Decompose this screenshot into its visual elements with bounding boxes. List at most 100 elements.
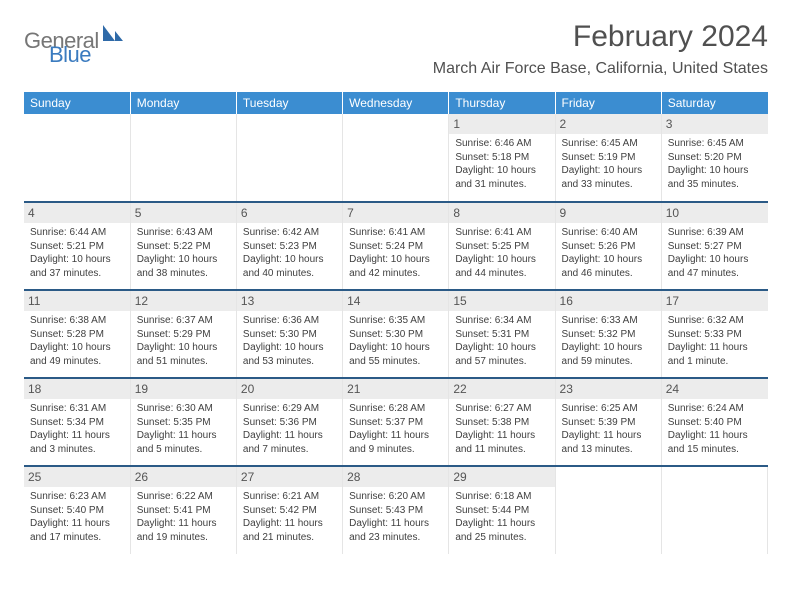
calendar-row: 18Sunrise: 6:31 AMSunset: 5:34 PMDayligh…	[24, 378, 768, 466]
day-number: 2	[556, 114, 661, 134]
daylight-text: Daylight: 11 hours and 23 minutes.	[349, 517, 442, 544]
weekday-header: Monday	[130, 92, 236, 114]
day-cell: 13Sunrise: 6:36 AMSunset: 5:30 PMDayligh…	[236, 290, 342, 378]
sunset-text: Sunset: 5:19 PM	[562, 151, 655, 165]
weekday-header: Saturday	[661, 92, 767, 114]
sunrise-text: Sunrise: 6:20 AM	[349, 490, 442, 504]
empty-day-cell	[130, 114, 236, 202]
daylight-text: Daylight: 10 hours and 55 minutes.	[349, 341, 442, 368]
empty-day-cell	[555, 466, 661, 554]
logo-sail-icon	[101, 23, 123, 50]
sunrise-text: Sunrise: 6:21 AM	[243, 490, 336, 504]
daylight-text: Daylight: 11 hours and 19 minutes.	[137, 517, 230, 544]
month-title: February 2024	[433, 20, 768, 54]
sunrise-text: Sunrise: 6:24 AM	[668, 402, 762, 416]
sunrise-text: Sunrise: 6:35 AM	[349, 314, 442, 328]
day-cell: 26Sunrise: 6:22 AMSunset: 5:41 PMDayligh…	[130, 466, 236, 554]
day-number: 9	[556, 203, 661, 223]
sunset-text: Sunset: 5:37 PM	[349, 416, 442, 430]
calendar-row: 4Sunrise: 6:44 AMSunset: 5:21 PMDaylight…	[24, 202, 768, 290]
empty-day-cell	[343, 114, 449, 202]
daylight-text: Daylight: 11 hours and 3 minutes.	[30, 429, 124, 456]
day-cell: 19Sunrise: 6:30 AMSunset: 5:35 PMDayligh…	[130, 378, 236, 466]
day-number: 7	[343, 203, 448, 223]
sunrise-text: Sunrise: 6:25 AM	[562, 402, 655, 416]
daylight-text: Daylight: 10 hours and 51 minutes.	[137, 341, 230, 368]
day-cell: 28 Sunrise: 6:20 AMSunset: 5:43 PMDayligh…	[343, 466, 449, 554]
sunset-text: Sunset: 5:26 PM	[562, 240, 655, 254]
sunset-text: Sunset: 5:38 PM	[455, 416, 548, 430]
day-cell: 23Sunrise: 6:25 AMSunset: 5:39 PMDayligh…	[555, 378, 661, 466]
empty-day-cell	[661, 466, 767, 554]
day-cell: 27Sunrise: 6:21 AMSunset: 5:42 PMDayligh…	[236, 466, 342, 554]
logo-text-blue: Blue	[49, 42, 91, 67]
day-cell: 15Sunrise: 6:34 AMSunset: 5:31 PMDayligh…	[449, 290, 555, 378]
day-number: 21	[343, 379, 448, 399]
daylight-text: Daylight: 11 hours and 17 minutes.	[30, 517, 124, 544]
daylight-text: Daylight: 11 hours and 25 minutes.	[455, 517, 548, 544]
sunrise-text: Sunrise: 6:43 AM	[137, 226, 230, 240]
sunrise-text: Sunrise: 6:41 AM	[455, 226, 548, 240]
daylight-text: Daylight: 10 hours and 53 minutes.	[243, 341, 336, 368]
daylight-text: Daylight: 10 hours and 40 minutes.	[243, 253, 336, 280]
day-number: 6	[237, 203, 342, 223]
daylight-text: Daylight: 10 hours and 47 minutes.	[668, 253, 762, 280]
day-cell: 10Sunrise: 6:39 AMSunset: 5:27 PMDayligh…	[661, 202, 767, 290]
sunset-text: Sunset: 5:44 PM	[455, 504, 548, 518]
sunrise-text: Sunrise: 6:33 AM	[562, 314, 655, 328]
weekday-header: Thursday	[449, 92, 555, 114]
day-cell: 14Sunrise: 6:35 AMSunset: 5:30 PMDayligh…	[343, 290, 449, 378]
day-cell: 18Sunrise: 6:31 AMSunset: 5:34 PMDayligh…	[24, 378, 130, 466]
sunset-text: Sunset: 5:32 PM	[562, 328, 655, 342]
day-number: 26	[131, 467, 236, 487]
day-number: 12	[131, 291, 236, 311]
sunrise-text: Sunrise: 6:32 AM	[668, 314, 762, 328]
sunset-text: Sunset: 5:33 PM	[668, 328, 762, 342]
day-number: 27	[237, 467, 342, 487]
day-number: 23	[556, 379, 661, 399]
day-cell: 12Sunrise: 6:37 AMSunset: 5:29 PMDayligh…	[130, 290, 236, 378]
sunset-text: Sunset: 5:43 PM	[349, 504, 442, 518]
sunrise-text: Sunrise: 6:38 AM	[30, 314, 124, 328]
daylight-text: Daylight: 10 hours and 59 minutes.	[562, 341, 655, 368]
sunset-text: Sunset: 5:28 PM	[30, 328, 124, 342]
calendar-row: 11Sunrise: 6:38 AMSunset: 5:28 PMDayligh…	[24, 290, 768, 378]
sunrise-text: Sunrise: 6:42 AM	[243, 226, 336, 240]
calendar-row: 1Sunrise: 6:46 AMSunset: 5:18 PMDaylight…	[24, 114, 768, 202]
sunset-text: Sunset: 5:36 PM	[243, 416, 336, 430]
day-number: 4	[24, 203, 130, 223]
day-cell: 29Sunrise: 6:18 AMSunset: 5:44 PMDayligh…	[449, 466, 555, 554]
sunset-text: Sunset: 5:30 PM	[349, 328, 442, 342]
day-number: 28	[343, 467, 448, 487]
daylight-text: Daylight: 11 hours and 11 minutes.	[455, 429, 548, 456]
day-number: 1	[449, 114, 554, 134]
sunset-text: Sunset: 5:25 PM	[455, 240, 548, 254]
daylight-text: Daylight: 11 hours and 9 minutes.	[349, 429, 442, 456]
day-cell: 8Sunrise: 6:41 AMSunset: 5:25 PMDaylight…	[449, 202, 555, 290]
sunrise-text: Sunrise: 6:36 AM	[243, 314, 336, 328]
daylight-text: Daylight: 11 hours and 13 minutes.	[562, 429, 655, 456]
day-cell: 17Sunrise: 6:32 AMSunset: 5:33 PMDayligh…	[661, 290, 767, 378]
daylight-text: Daylight: 10 hours and 35 minutes.	[668, 164, 762, 191]
day-number: 16	[556, 291, 661, 311]
daylight-text: Daylight: 11 hours and 1 minute.	[668, 341, 762, 368]
day-cell: 24Sunrise: 6:24 AMSunset: 5:40 PMDayligh…	[661, 378, 767, 466]
sunrise-text: Sunrise: 6:28 AM	[349, 402, 442, 416]
sunset-text: Sunset: 5:27 PM	[668, 240, 762, 254]
sunset-text: Sunset: 5:35 PM	[137, 416, 230, 430]
sunset-text: Sunset: 5:18 PM	[455, 151, 548, 165]
daylight-text: Daylight: 10 hours and 38 minutes.	[137, 253, 230, 280]
daylight-text: Daylight: 10 hours and 46 minutes.	[562, 253, 655, 280]
sunset-text: Sunset: 5:34 PM	[30, 416, 124, 430]
sunrise-text: Sunrise: 6:27 AM	[455, 402, 548, 416]
weekday-header: Friday	[555, 92, 661, 114]
sunrise-text: Sunrise: 6:34 AM	[455, 314, 548, 328]
sunset-text: Sunset: 5:23 PM	[243, 240, 336, 254]
daylight-text: Daylight: 10 hours and 44 minutes.	[455, 253, 548, 280]
day-number: 25	[24, 467, 130, 487]
sunrise-text: Sunrise: 6:44 AM	[30, 226, 124, 240]
sunset-text: Sunset: 5:40 PM	[30, 504, 124, 518]
day-cell: 22Sunrise: 6:27 AMSunset: 5:38 PMDayligh…	[449, 378, 555, 466]
day-number: 11	[24, 291, 130, 311]
daylight-text: Daylight: 10 hours and 49 minutes.	[30, 341, 124, 368]
